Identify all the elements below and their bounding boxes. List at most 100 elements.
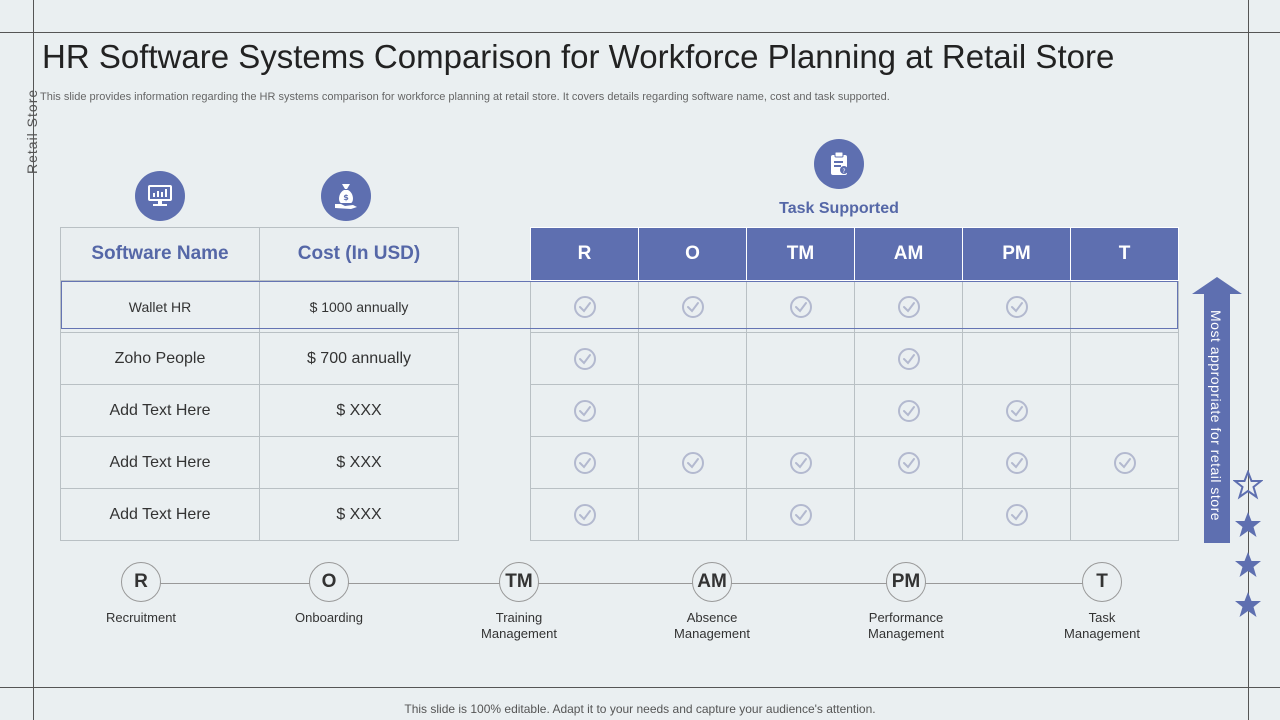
check-circle-icon [573,295,597,318]
table-row [530,280,1179,333]
page-subtitle: This slide provides information regardin… [40,91,890,103]
check-circle-icon [789,451,813,474]
header-task-pm: PM [962,227,1071,281]
software-name-cell: Add Text Here [60,436,260,489]
task-cell [746,384,855,437]
table-row [530,332,1179,385]
arrow-up-icon [1192,277,1242,543]
task-cell [530,280,639,333]
header-task-t: T [1070,227,1179,281]
legend-label: Onboarding [295,610,363,625]
task-cell [1070,488,1179,541]
task-cell [746,280,855,333]
legend-item-performance-management: PM Performance Management [836,562,976,642]
header-task-o: O [638,227,747,281]
page-title: HR Software Systems Comparison for Workf… [42,38,1115,75]
software-name-cell: Add Text Here [60,488,260,541]
table-row [530,384,1179,437]
task-cell [1070,384,1179,437]
star-icon [1233,470,1263,500]
legend-label: Training Management [481,610,557,641]
cost-cell: $ XXX [259,488,459,541]
task-cell [962,332,1071,385]
check-circle-icon [573,503,597,526]
side-label: Retail Store [24,88,40,174]
legend-label: Recruitment [105,610,177,625]
table-row [530,436,1179,489]
check-circle-icon [681,295,705,318]
frame-line-top [0,32,1280,33]
check-circle-icon [573,399,597,422]
check-circle-icon [897,347,921,370]
svg-text:$: $ [343,193,349,202]
legend-abbr: T [1082,562,1122,602]
check-circle-icon [789,295,813,318]
task-cell [962,436,1071,489]
clipboard-icon: ? [814,139,864,189]
header-task-tm: TM [746,227,855,281]
frame-line-left [33,0,34,720]
legend-abbr: TM [499,562,539,602]
header-cost: Cost (In USD) [259,227,459,281]
legend-item-recruitment: R Recruitment [71,562,211,626]
star-icon [1235,512,1261,537]
check-circle-icon [1113,451,1137,474]
check-circle-icon [789,503,813,526]
task-cell [638,332,747,385]
legend-abbr: O [309,562,349,602]
arrow-label: Most appropriate for retail store [1208,310,1224,522]
table-row: Zoho People $ 700 annually [60,332,459,385]
frame-line-right [1248,0,1249,720]
software-table: Software Name Cost (In USD) Wallet HR $ … [60,227,459,541]
task-cell [638,488,747,541]
table-row: Wallet HR $ 1000 annually [60,280,459,333]
task-cell [962,488,1071,541]
check-circle-icon [1005,503,1029,526]
task-cell [1070,332,1179,385]
legend-connector-line [141,583,1103,584]
legend-label: Task Management [1064,610,1140,641]
monitor-icon [135,171,185,221]
task-cell [962,280,1071,333]
legend-item-onboarding: O Onboarding [259,562,399,626]
legend-label: Performance Management [868,610,944,641]
svg-text:?: ? [842,168,845,175]
task-cell [530,488,639,541]
task-supported-heading: Task Supported [779,200,899,217]
task-cell [854,280,963,333]
task-cell [1070,436,1179,489]
task-cell [638,280,747,333]
cost-cell: $ XXX [259,384,459,437]
star-icon [1235,592,1261,617]
software-name-cell: Zoho People [60,332,260,385]
task-cell [854,332,963,385]
software-name-cell: Wallet HR [60,280,260,333]
task-cell [530,436,639,489]
footer-note: This slide is 100% editable. Adapt it to… [404,702,876,716]
cost-cell: $ XXX [259,436,459,489]
check-circle-icon [897,295,921,318]
task-cell [854,436,963,489]
task-cell [530,332,639,385]
check-circle-icon [1005,399,1029,422]
task-cell [1070,280,1179,333]
table-row: Add Text Here $ XXX [60,384,459,437]
header-software-name: Software Name [60,227,260,281]
task-cell [638,384,747,437]
cost-cell: $ 1000 annually [259,280,459,333]
software-name-cell: Add Text Here [60,384,260,437]
legend-item-absence-management: AM Absence Management [642,562,782,642]
check-circle-icon [897,399,921,422]
star-icon [1235,552,1261,577]
task-cell [854,488,963,541]
legend-item-training-management: TM Training Management [449,562,589,642]
cost-cell: $ 700 annually [259,332,459,385]
task-cell [854,384,963,437]
legend-item-task-management: T Task Management [1032,562,1172,642]
header-task-am: AM [854,227,963,281]
task-cell [746,332,855,385]
frame-line-bottom [0,687,1280,688]
check-circle-icon [897,451,921,474]
check-circle-icon [573,451,597,474]
table-row: Add Text Here $ XXX [60,488,459,541]
